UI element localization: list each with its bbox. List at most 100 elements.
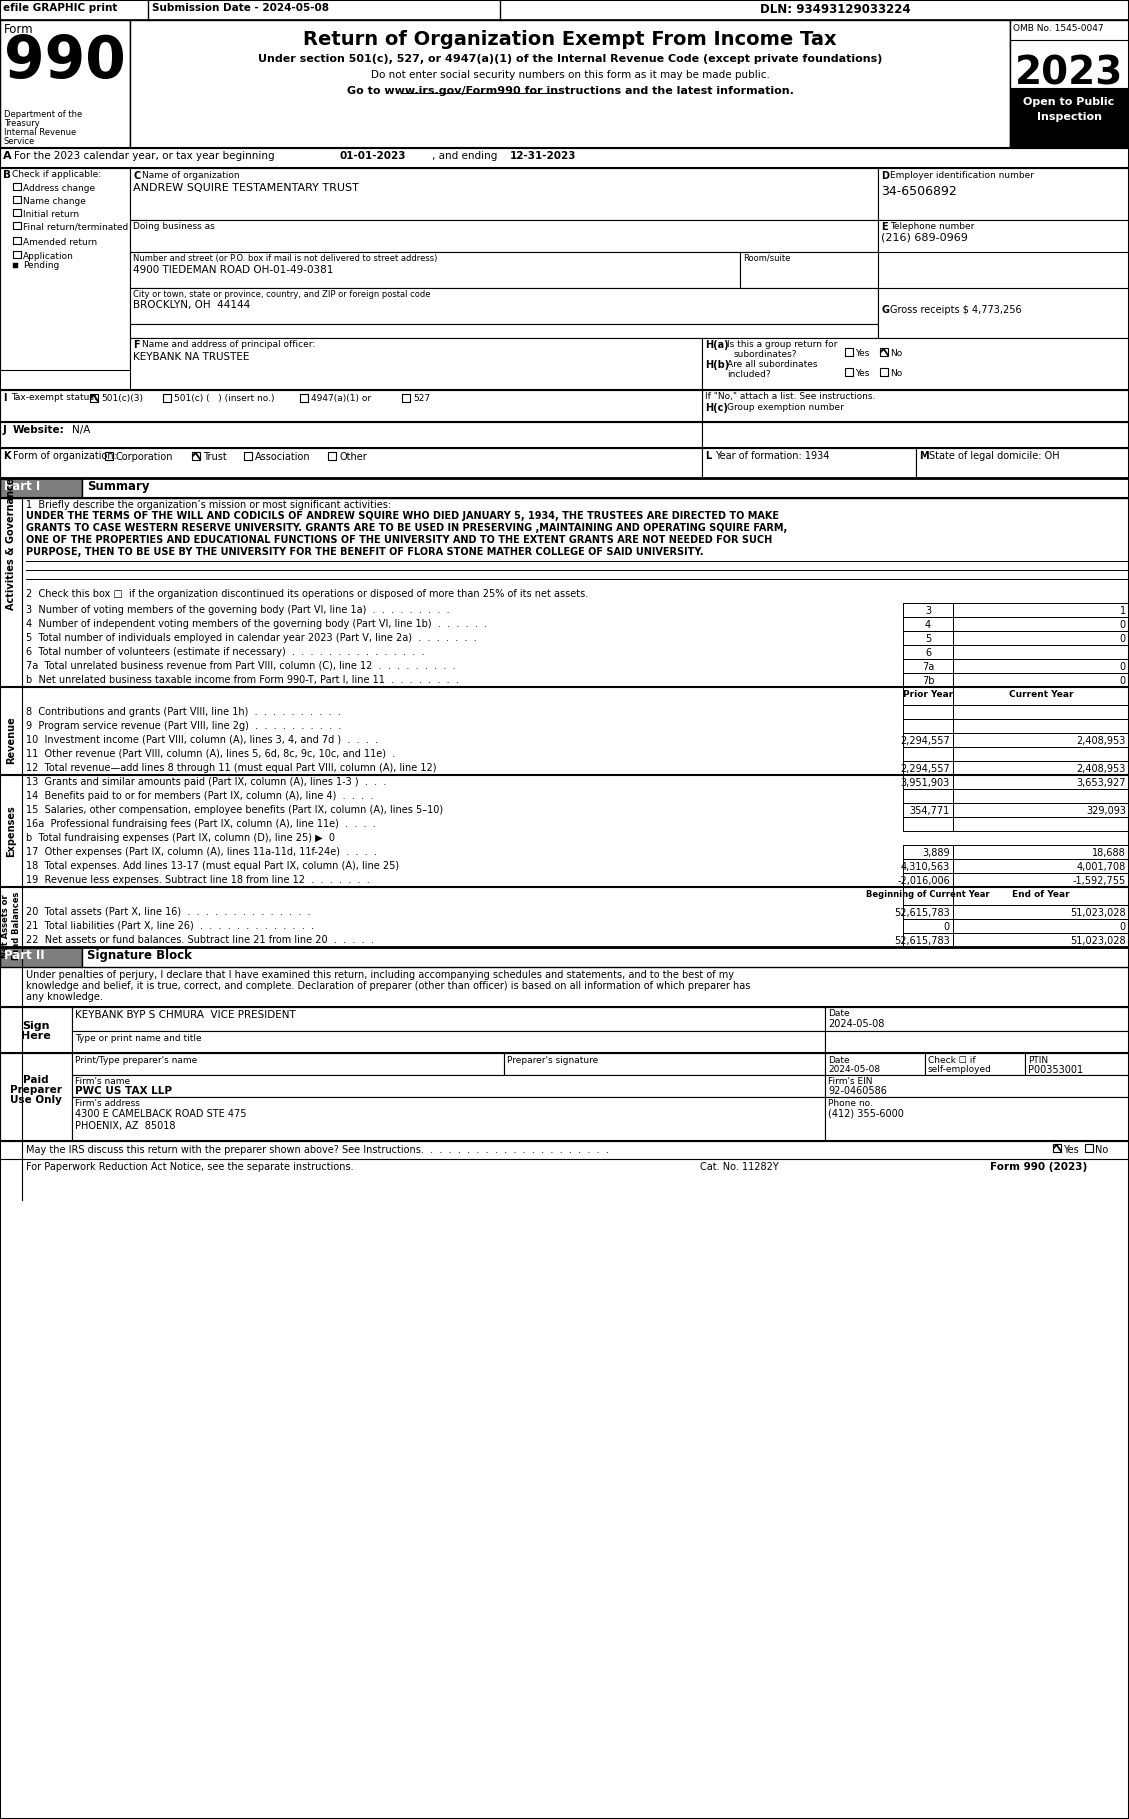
Text: 34-6506892: 34-6506892 [881, 186, 956, 198]
Bar [105, 451, 113, 460]
Bar [916, 447, 1129, 478]
Text: Gross receipts $ 4,773,256: Gross receipts $ 4,773,256 [890, 306, 1022, 315]
Bar [0, 389, 702, 422]
Bar [0, 422, 702, 447]
Bar [953, 919, 1129, 933]
Bar [14, 222, 20, 229]
Text: 0: 0 [1120, 662, 1126, 671]
Text: Submission Date - 2024-05-08: Submission Date - 2024-05-08 [152, 4, 329, 13]
Bar [953, 658, 1129, 673]
Text: 52,615,783: 52,615,783 [894, 937, 949, 946]
Text: 12  Total revenue—add lines 8 through 11 (must equal Part VIII, column (A), line: 12 Total revenue—add lines 8 through 11 … [26, 762, 437, 773]
Bar [953, 789, 1129, 802]
Bar [903, 775, 953, 789]
Text: 17  Other expenses (Part IX, column (A), lines 11a-11d, 11f-24e)  .  .  .  .: 17 Other expenses (Part IX, column (A), … [26, 848, 377, 857]
Text: 21  Total liabilities (Part X, line 26)  .  .  .  .  .  .  .  .  .  .  .  .  .: 21 Total liabilities (Part X, line 26) .… [26, 920, 314, 931]
Text: 20  Total assets (Part X, line 16)  .  .  .  .  .  .  .  .  .  .  .  .  .  .: 20 Total assets (Part X, line 16) . . . … [26, 908, 310, 917]
Text: 527: 527 [413, 395, 430, 404]
Bar [844, 347, 854, 357]
Text: Go to www.irs.gov/Form990 for instructions and the latest information.: Go to www.irs.gov/Form990 for instructio… [347, 85, 794, 96]
Bar [825, 1075, 1129, 1097]
Text: Employer identification number: Employer identification number [890, 171, 1034, 180]
Text: 2023: 2023 [1015, 55, 1123, 93]
Bar [14, 251, 20, 258]
Bar [130, 167, 878, 220]
Bar [739, 253, 878, 287]
Text: N/A: N/A [72, 426, 90, 435]
Text: Firm's name: Firm's name [75, 1077, 130, 1086]
Bar [953, 748, 1129, 760]
Text: 3,951,903: 3,951,903 [901, 779, 949, 788]
Text: For the 2023 calendar year, or tax year beginning: For the 2023 calendar year, or tax year … [14, 151, 274, 162]
Text: Is this a group return for: Is this a group return for [727, 340, 838, 349]
Text: 22  Net assets or fund balances. Subtract line 21 from line 20  .  .  .  .  .: 22 Net assets or fund balances. Subtract… [26, 935, 374, 946]
Text: Year of formation: 1934: Year of formation: 1934 [715, 451, 830, 460]
Bar [953, 775, 1129, 789]
Bar [14, 264, 18, 267]
Bar [903, 873, 953, 888]
Bar [0, 147, 1129, 167]
Text: Yes: Yes [1064, 1144, 1078, 1155]
Text: Number and street (or P.O. box if mail is not delivered to street address): Number and street (or P.O. box if mail i… [133, 255, 437, 264]
Text: 13  Grants and similar amounts paid (Part IX, column (A), lines 1-3 )  .  .  .: 13 Grants and similar amounts paid (Part… [26, 777, 386, 788]
Bar [878, 287, 1129, 338]
Bar [90, 395, 98, 402]
Bar [702, 447, 916, 478]
Text: Sign: Sign [23, 1020, 50, 1031]
Text: M: M [919, 451, 929, 460]
Bar [903, 817, 953, 831]
Bar [0, 447, 702, 478]
Text: Amended return: Amended return [23, 238, 97, 247]
Bar [953, 733, 1129, 748]
Text: Name change: Name change [23, 196, 86, 206]
Text: ANDREW SQUIRE TESTAMENTARY TRUST: ANDREW SQUIRE TESTAMENTARY TRUST [133, 184, 359, 193]
Text: Revenue: Revenue [6, 717, 16, 764]
Text: 6  Total number of volunteers (estimate if necessary)  .  .  .  .  .  .  .  .  .: 6 Total number of volunteers (estimate i… [26, 648, 425, 657]
Text: Initial return: Initial return [23, 209, 79, 218]
Text: 0: 0 [1120, 620, 1126, 629]
Bar [0, 948, 82, 968]
Text: 12-31-2023: 12-31-2023 [510, 151, 577, 162]
Text: PURPOSE, THEN TO BE USE BY THE UNIVERSITY FOR THE BENEFIT OF FLORA STONE MATHER : PURPOSE, THEN TO BE USE BY THE UNIVERSIT… [26, 548, 703, 557]
Bar [825, 1053, 925, 1075]
Bar [953, 802, 1129, 817]
Text: Date: Date [828, 1057, 850, 1064]
Text: Beginning of Current Year: Beginning of Current Year [866, 889, 990, 899]
Text: 4947(a)(1) or: 4947(a)(1) or [310, 395, 371, 404]
Text: I: I [3, 393, 7, 404]
Text: PWC US TAX LLP: PWC US TAX LLP [75, 1086, 172, 1097]
Bar [825, 1097, 1129, 1141]
Text: A: A [3, 151, 11, 162]
Bar [0, 1053, 72, 1141]
Text: 2,294,557: 2,294,557 [900, 737, 949, 746]
Bar [879, 347, 889, 357]
Text: 354,771: 354,771 [910, 806, 949, 817]
Bar [72, 1031, 825, 1053]
Bar [903, 688, 953, 706]
Bar [702, 422, 1129, 447]
Text: Form of organization:: Form of organization: [14, 451, 117, 460]
Bar [1053, 1144, 1061, 1151]
Bar [903, 789, 953, 802]
Text: 2024-05-08: 2024-05-08 [828, 1019, 884, 1030]
Bar [953, 604, 1129, 617]
Text: L: L [704, 451, 711, 460]
Text: Net Assets or
Fund Balances: Net Assets or Fund Balances [1, 891, 20, 960]
Text: Summary: Summary [87, 480, 149, 493]
Text: 18,688: 18,688 [1092, 848, 1126, 859]
Text: -2,016,006: -2,016,006 [898, 877, 949, 886]
Bar [329, 451, 336, 460]
Text: b  Net unrelated business taxable income from Form 990-T, Part I, line 11  .  . : b Net unrelated business taxable income … [26, 675, 458, 686]
Text: Tax-exempt status:: Tax-exempt status: [11, 393, 97, 402]
Bar [953, 706, 1129, 719]
Text: Association: Association [255, 451, 310, 462]
Text: 52,615,783: 52,615,783 [894, 908, 949, 919]
Text: 3,889: 3,889 [922, 848, 949, 859]
Text: Trust: Trust [203, 451, 227, 462]
Text: Other: Other [339, 451, 367, 462]
Bar [14, 236, 20, 244]
Text: 990: 990 [5, 33, 125, 89]
Text: 51,023,028: 51,023,028 [1070, 908, 1126, 919]
Text: Check ☐ if: Check ☐ if [928, 1057, 975, 1064]
Bar [504, 1053, 825, 1075]
